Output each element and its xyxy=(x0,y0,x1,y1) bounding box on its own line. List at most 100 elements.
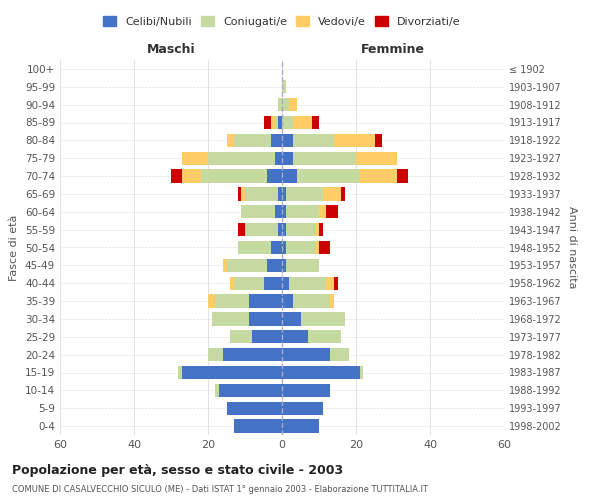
Bar xyxy=(238,241,271,254)
Bar xyxy=(360,170,397,183)
Bar xyxy=(282,223,286,236)
Bar xyxy=(223,348,282,362)
Legend: Celibi/Nubili, Coniugati/e, Vedovi/e, Divorziati/e: Celibi/Nubili, Coniugati/e, Vedovi/e, Di… xyxy=(100,13,464,30)
Bar xyxy=(282,294,293,308)
Bar xyxy=(311,116,319,129)
Bar xyxy=(282,276,289,290)
Y-axis label: Fasce di età: Fasce di età xyxy=(10,214,19,280)
Bar xyxy=(360,366,364,379)
Bar xyxy=(282,134,293,147)
Bar xyxy=(171,170,182,183)
Bar xyxy=(182,170,200,183)
Bar xyxy=(182,366,282,379)
Bar xyxy=(249,312,282,326)
Bar xyxy=(212,312,249,326)
Bar xyxy=(234,134,271,147)
Bar xyxy=(319,223,323,236)
Bar xyxy=(263,276,282,290)
Bar xyxy=(289,98,297,112)
Bar xyxy=(286,205,319,218)
Bar xyxy=(278,187,282,200)
Bar xyxy=(241,187,245,200)
Bar xyxy=(282,420,319,433)
Bar xyxy=(245,223,278,236)
Bar xyxy=(356,152,397,165)
Bar xyxy=(178,366,182,379)
Bar xyxy=(271,134,282,147)
Bar xyxy=(208,152,275,165)
Bar xyxy=(238,187,241,200)
Bar xyxy=(282,152,293,165)
Bar xyxy=(278,116,282,129)
Bar xyxy=(249,294,282,308)
Bar xyxy=(319,241,330,254)
Text: Maschi: Maschi xyxy=(146,44,196,57)
Bar xyxy=(330,348,349,362)
Bar xyxy=(234,276,263,290)
Bar xyxy=(301,312,345,326)
Bar xyxy=(267,258,282,272)
Bar xyxy=(223,258,227,272)
Bar xyxy=(289,276,326,290)
Bar xyxy=(293,134,334,147)
Bar xyxy=(215,384,219,397)
Bar xyxy=(316,223,319,236)
Bar xyxy=(215,294,249,308)
Text: COMUNE DI CASALVECCHIO SICULO (ME) - Dati ISTAT 1° gennaio 2003 - Elaborazione T: COMUNE DI CASALVECCHIO SICULO (ME) - Dat… xyxy=(12,485,428,494)
Bar xyxy=(308,330,341,344)
Bar xyxy=(234,420,282,433)
Bar xyxy=(282,384,330,397)
Bar xyxy=(208,348,223,362)
Bar xyxy=(230,330,253,344)
Bar xyxy=(219,384,282,397)
Bar xyxy=(341,187,345,200)
Bar xyxy=(245,187,278,200)
Bar xyxy=(241,205,275,218)
Bar xyxy=(208,294,215,308)
Bar xyxy=(282,402,323,415)
Bar xyxy=(282,241,286,254)
Bar xyxy=(282,312,301,326)
Bar xyxy=(286,223,316,236)
Bar xyxy=(334,134,374,147)
Y-axis label: Anni di nascita: Anni di nascita xyxy=(567,206,577,289)
Bar xyxy=(334,276,337,290)
Bar xyxy=(282,98,289,112)
Bar xyxy=(263,116,271,129)
Bar xyxy=(282,170,297,183)
Bar xyxy=(282,348,330,362)
Bar xyxy=(182,152,208,165)
Bar xyxy=(282,116,293,129)
Bar xyxy=(282,205,286,218)
Bar xyxy=(330,294,334,308)
Bar xyxy=(282,187,286,200)
Text: Femmine: Femmine xyxy=(361,44,425,57)
Bar xyxy=(286,187,323,200)
Bar xyxy=(293,294,330,308)
Bar xyxy=(267,170,282,183)
Bar xyxy=(282,366,360,379)
Bar xyxy=(323,187,341,200)
Bar xyxy=(374,134,382,147)
Bar xyxy=(319,205,326,218)
Bar xyxy=(275,116,278,129)
Bar xyxy=(227,258,267,272)
Bar xyxy=(286,241,316,254)
Bar xyxy=(286,258,319,272)
Bar xyxy=(271,116,275,129)
Bar xyxy=(297,170,360,183)
Bar xyxy=(230,276,234,290)
Bar xyxy=(282,330,308,344)
Bar xyxy=(293,152,356,165)
Bar xyxy=(293,116,311,129)
Bar xyxy=(282,258,286,272)
Bar xyxy=(227,402,282,415)
Text: Popolazione per età, sesso e stato civile - 2003: Popolazione per età, sesso e stato civil… xyxy=(12,464,343,477)
Bar xyxy=(227,134,234,147)
Bar xyxy=(278,98,282,112)
Bar xyxy=(316,241,319,254)
Bar xyxy=(326,276,334,290)
Bar xyxy=(253,330,282,344)
Bar xyxy=(326,205,337,218)
Bar xyxy=(397,170,408,183)
